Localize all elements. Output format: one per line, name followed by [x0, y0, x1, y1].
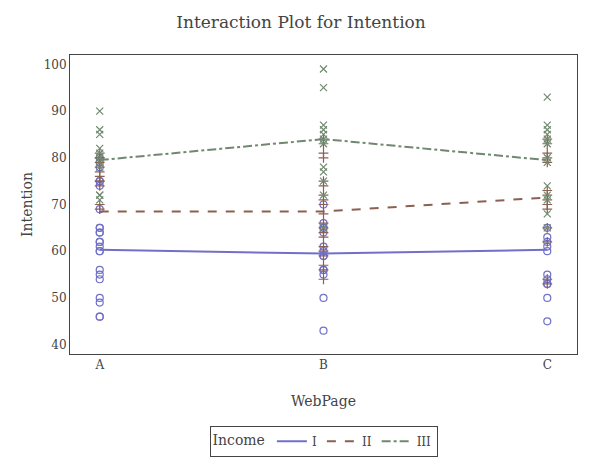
svg-text:Interaction Plot for Intention: Interaction Plot for Intention	[176, 12, 426, 32]
svg-text:B: B	[319, 358, 328, 372]
svg-text:WebPage: WebPage	[291, 393, 356, 409]
svg-text:60: 60	[51, 244, 66, 258]
svg-text:100: 100	[44, 58, 67, 72]
svg-text:C: C	[543, 358, 552, 372]
svg-text:Intention: Intention	[19, 172, 35, 237]
svg-text:I: I	[312, 435, 317, 449]
svg-text:80: 80	[51, 151, 66, 165]
svg-text:II: II	[362, 435, 372, 449]
svg-text:90: 90	[51, 104, 66, 118]
svg-text:A: A	[94, 358, 104, 372]
svg-text:40: 40	[51, 338, 66, 352]
svg-text:III: III	[417, 435, 431, 449]
svg-text:Income: Income	[213, 432, 265, 448]
svg-text:70: 70	[51, 198, 66, 212]
svg-text:50: 50	[51, 291, 66, 305]
